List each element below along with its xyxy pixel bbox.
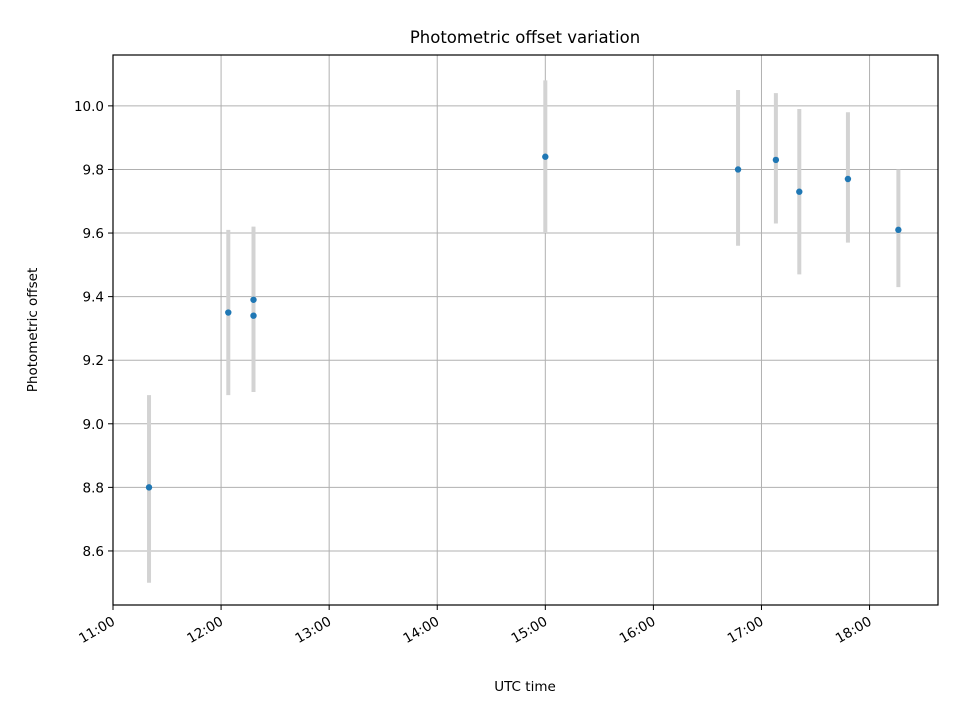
data-point	[796, 188, 803, 195]
data-point	[250, 296, 257, 303]
x-axis-label: UTC time	[494, 679, 556, 695]
y-tick-label: 8.8	[83, 480, 104, 496]
chart-title: Photometric offset variation	[410, 28, 640, 47]
data-point	[542, 153, 549, 160]
y-tick-label: 9.8	[83, 162, 104, 178]
y-axis-ticks: 8.6 8.8 9.0 9.2 9.4 9.6 9.8 10.0	[74, 99, 113, 560]
grid	[112, 55, 938, 605]
y-tick-label: 9.2	[83, 353, 104, 369]
data-point	[225, 309, 232, 316]
y-axis-label: Photometric offset	[25, 268, 41, 392]
data-point	[250, 312, 257, 319]
data-point	[895, 226, 902, 234]
y-tick-label: 9.6	[83, 226, 104, 242]
data-points	[145, 153, 902, 491]
y-tick-label: 10.0	[74, 99, 104, 115]
data-point	[734, 166, 742, 173]
data-point	[844, 175, 852, 183]
data-point	[145, 484, 153, 491]
y-tick-label: 9.4	[83, 290, 104, 306]
y-tick-label: 9.0	[83, 417, 104, 433]
data-point	[772, 156, 780, 164]
y-tick-label: 8.6	[83, 544, 104, 560]
plot-frame	[112, 54, 939, 606]
